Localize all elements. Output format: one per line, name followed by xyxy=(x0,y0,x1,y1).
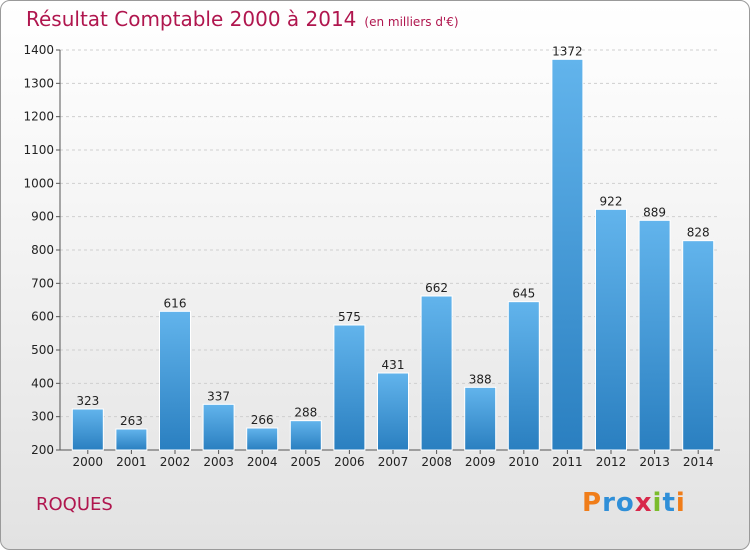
bar xyxy=(638,219,671,451)
bar xyxy=(377,372,409,451)
data-label: 337 xyxy=(207,389,230,403)
y-tick-label: 500 xyxy=(31,343,54,357)
x-tick-label: 2004 xyxy=(247,455,278,469)
x-tick-label: 2002 xyxy=(160,455,191,469)
logo-letter: i xyxy=(652,488,663,518)
y-tick-label: 1000 xyxy=(23,176,54,190)
bar xyxy=(551,58,584,451)
x-tick-label: 2005 xyxy=(291,455,322,469)
commune-name: ROQUES xyxy=(36,494,113,515)
y-tick-label: 900 xyxy=(31,210,54,224)
bar xyxy=(507,301,540,451)
bar xyxy=(333,324,366,451)
logo-letter: o xyxy=(615,488,635,518)
bar xyxy=(202,403,235,451)
bar xyxy=(159,310,191,451)
proxiti-logo: Proxiti xyxy=(582,488,686,518)
bar xyxy=(71,408,104,451)
bar xyxy=(115,428,148,451)
data-label: 889 xyxy=(643,205,666,219)
logo-letter: i xyxy=(675,488,686,518)
y-tick-label: 600 xyxy=(31,310,54,324)
y-tick-label: 200 xyxy=(31,443,54,457)
data-label: 388 xyxy=(469,372,492,386)
data-label: 431 xyxy=(382,358,405,372)
bar xyxy=(246,427,279,451)
y-tick-label: 1400 xyxy=(23,43,54,57)
y-tick-label: 1300 xyxy=(23,76,54,90)
logo-letter: x xyxy=(634,488,653,518)
y-tick-label: 300 xyxy=(31,410,54,424)
x-tick-label: 2000 xyxy=(73,455,104,469)
chart-subtitle: (en milliers d'€) xyxy=(364,15,459,29)
x-tick-label: 2013 xyxy=(639,455,670,469)
logo-letter: r xyxy=(602,488,616,518)
data-label: 323 xyxy=(76,394,99,408)
data-label: 662 xyxy=(425,281,448,295)
y-tick-label: 400 xyxy=(31,376,54,390)
x-tick-label: 2003 xyxy=(203,455,234,469)
y-tick-label: 1200 xyxy=(23,110,54,124)
data-label: 1372 xyxy=(552,44,583,58)
x-tick-label: 2009 xyxy=(465,455,496,469)
logo-letter: P xyxy=(582,488,603,518)
data-label: 922 xyxy=(600,194,623,208)
bar xyxy=(464,386,497,451)
data-label: 266 xyxy=(251,413,274,427)
x-tick-label: 2011 xyxy=(552,455,583,469)
x-tick-label: 2014 xyxy=(683,455,714,469)
chart-title: Résultat Comptable 2000 à 2014 (en millie… xyxy=(26,7,459,31)
data-label: 645 xyxy=(512,287,535,301)
bar xyxy=(595,208,627,451)
x-tick-label: 2008 xyxy=(421,455,452,469)
data-label: 575 xyxy=(338,310,361,324)
x-tick-label: 2010 xyxy=(509,455,540,469)
y-tick-label: 1100 xyxy=(23,143,54,157)
logo-letter: t xyxy=(662,488,676,518)
bar xyxy=(420,295,453,451)
x-tick-label: 2006 xyxy=(334,455,365,469)
y-tick-label: 800 xyxy=(31,243,54,257)
data-label: 616 xyxy=(164,296,187,310)
x-tick-label: 2007 xyxy=(378,455,409,469)
bar xyxy=(289,420,322,451)
data-label: 828 xyxy=(687,226,710,240)
x-tick-label: 2001 xyxy=(116,455,147,469)
data-label: 263 xyxy=(120,414,143,428)
y-tick-label: 700 xyxy=(31,276,54,290)
chart-title-text: Résultat Comptable 2000 à 2014 xyxy=(26,7,357,31)
x-tick-label: 2012 xyxy=(596,455,627,469)
data-label: 288 xyxy=(294,406,317,420)
bar xyxy=(682,240,715,451)
